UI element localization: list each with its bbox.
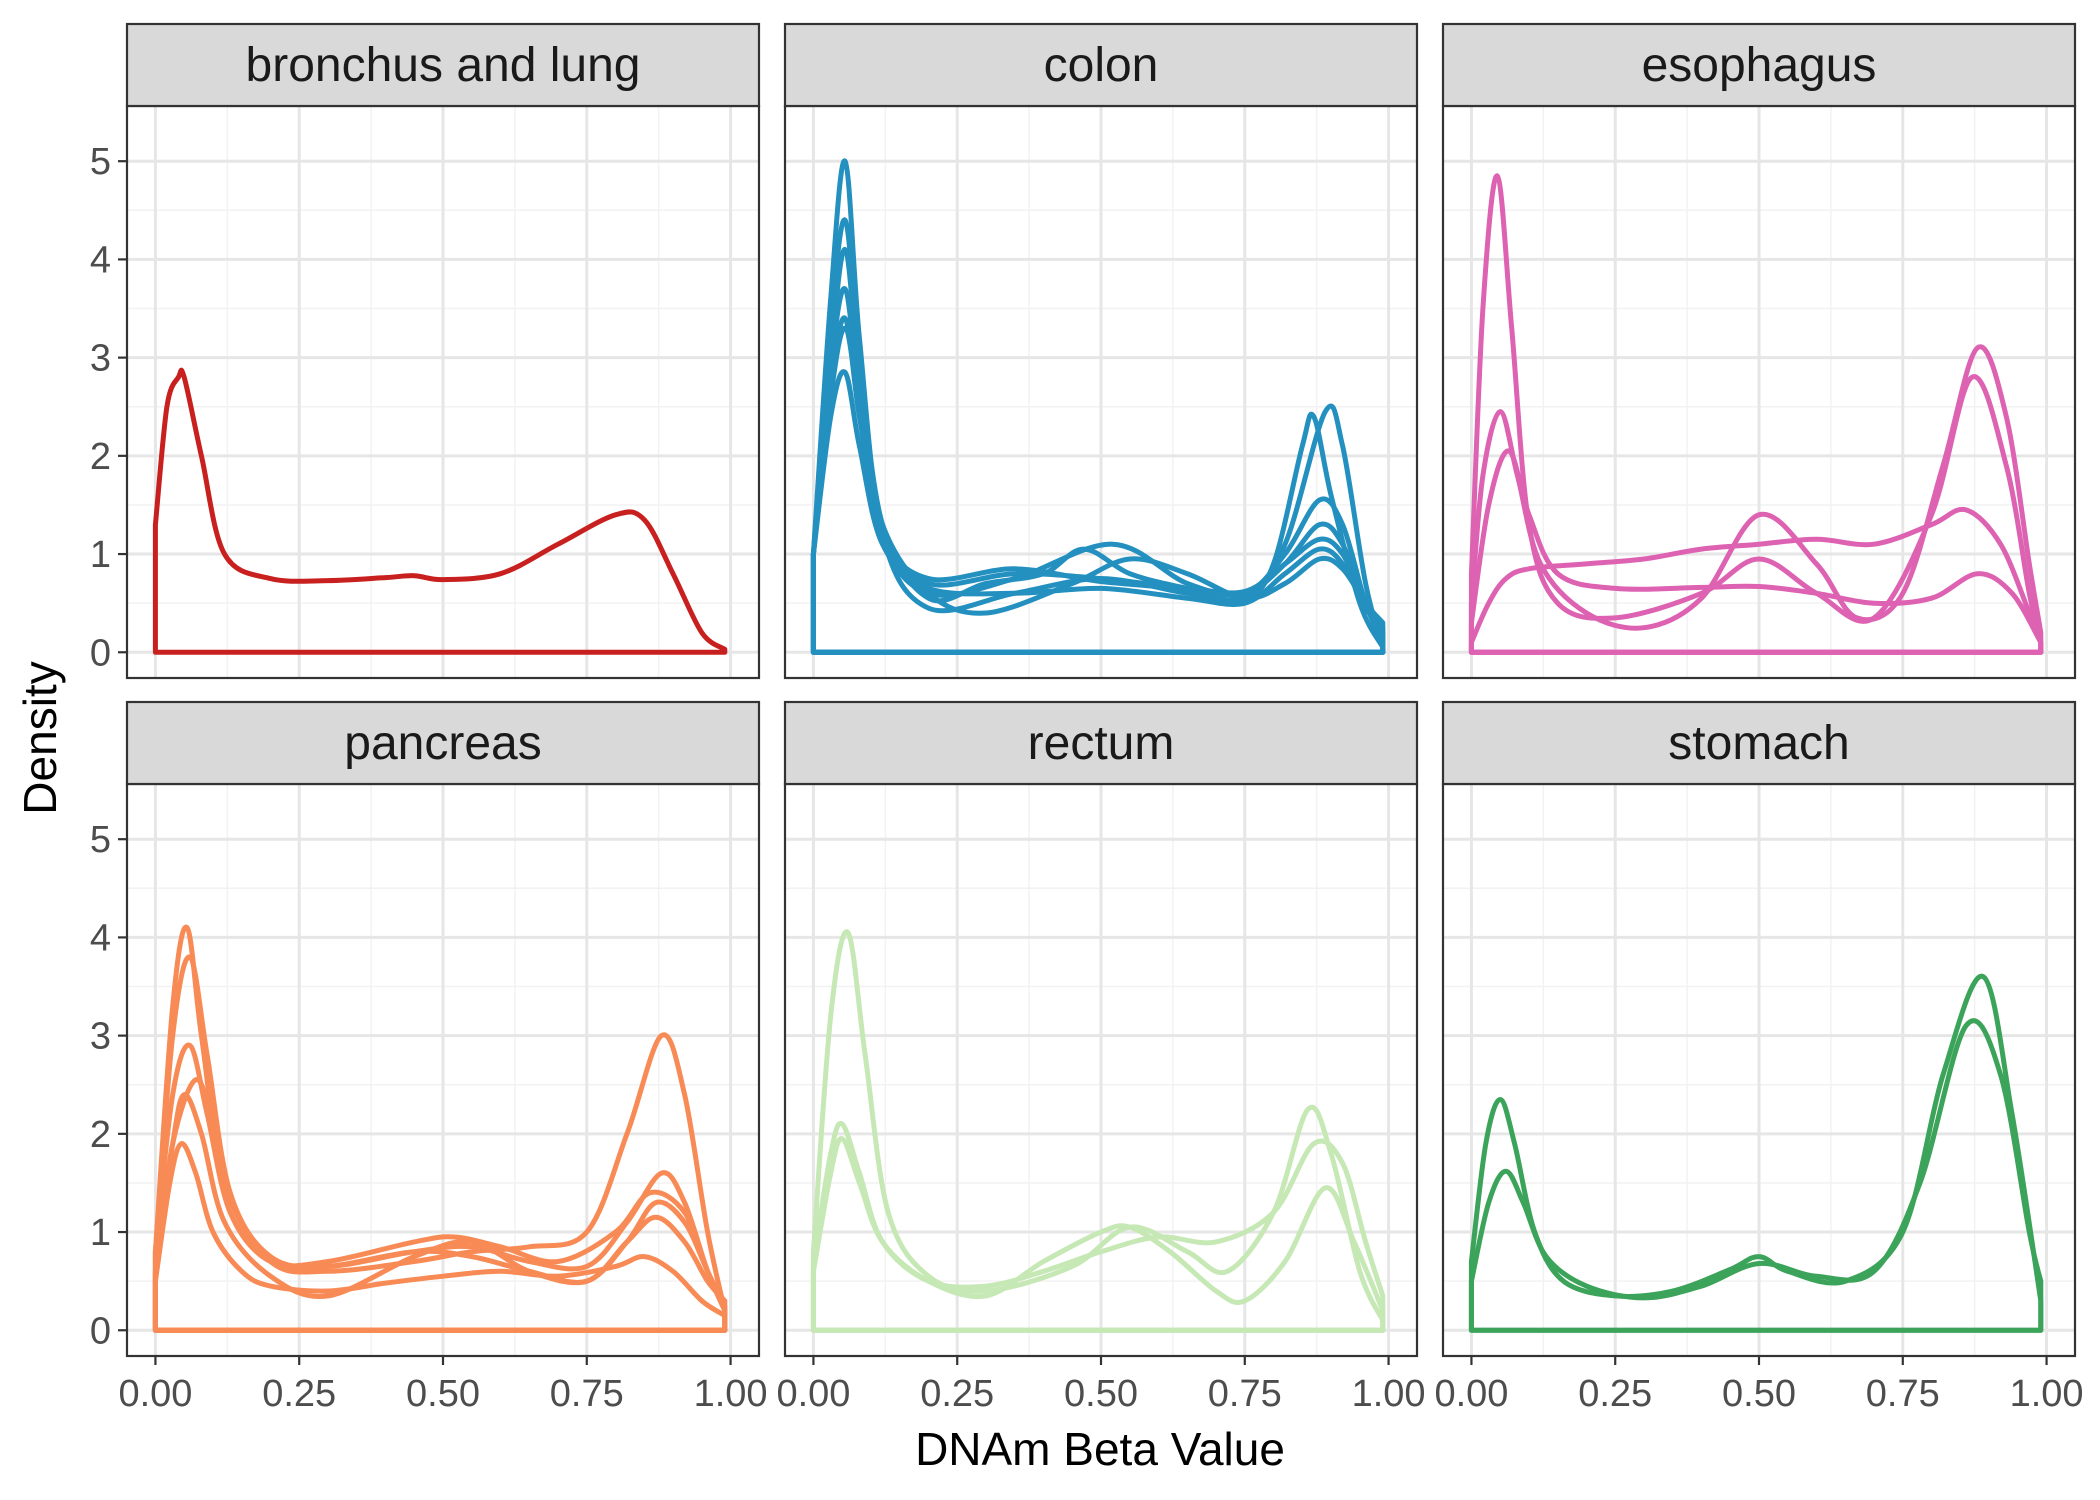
density-curve xyxy=(1468,506,2044,655)
density-curves xyxy=(152,924,728,1333)
density-curve xyxy=(810,1136,1386,1333)
y-tick-label: 5 xyxy=(90,141,111,183)
x-tick-label: 0.25 xyxy=(1578,1373,1652,1415)
facet-panel: pancreas 0 1 2 3 4 5 0.00 0.25 0.50 0.75 1.00 xyxy=(90,700,768,1415)
x-tick-label: 0.25 xyxy=(262,1373,336,1415)
density-curves xyxy=(810,929,1386,1333)
y-tick-label: 2 xyxy=(90,436,111,478)
density-curve xyxy=(152,367,728,655)
density-curves xyxy=(1468,973,2044,1333)
facet-strip-label: stomach xyxy=(1668,717,1849,770)
density-curve xyxy=(1468,973,2044,1333)
x-tick-label: 0.00 xyxy=(118,1373,192,1415)
density-curve xyxy=(152,1141,728,1333)
y-tick-label: 1 xyxy=(90,534,111,576)
density-curves xyxy=(810,158,1386,655)
density-curves xyxy=(1468,173,2044,655)
facet-strip xyxy=(125,22,761,108)
y-axis-title: Density xyxy=(14,661,66,814)
facet-strip-label: esophagus xyxy=(1642,39,1877,92)
density-curve xyxy=(810,247,1386,655)
facet-panel: rectum 0.00 0.25 0.50 0.75 1.00 xyxy=(776,700,1426,1415)
y-tick-label: 3 xyxy=(90,338,111,380)
x-tick-label: 0.75 xyxy=(1866,1373,1940,1415)
density-curve xyxy=(152,1042,728,1333)
facet-strip xyxy=(125,700,761,786)
density-curve xyxy=(810,929,1386,1333)
x-tick-label: 1.00 xyxy=(2010,1373,2084,1415)
facet-strip-label: colon xyxy=(1044,39,1159,92)
density-curves xyxy=(152,367,728,655)
y-tick-label: 3 xyxy=(90,1016,111,1058)
facet-strip-label: bronchus and lung xyxy=(246,39,641,92)
x-tick-label: 0.25 xyxy=(920,1373,994,1415)
facet-panel: esophagus xyxy=(1441,22,2077,680)
y-tick-label: 5 xyxy=(90,819,111,861)
x-tick-label: 0.75 xyxy=(550,1373,624,1415)
density-curve xyxy=(152,924,728,1333)
facet-strip xyxy=(1441,700,2077,786)
y-tick-label: 4 xyxy=(90,239,111,281)
facet-strip-label: pancreas xyxy=(344,717,541,770)
facet-panels: bronchus and lung 0 1 2 3 4 5 colon esophagus pan… xyxy=(90,22,2084,1415)
density-curve xyxy=(810,325,1386,655)
density-curve xyxy=(1468,1018,2044,1333)
facet-strip xyxy=(783,700,1419,786)
density-curve xyxy=(1468,173,2044,655)
density-curve xyxy=(810,315,1386,655)
y-tick-label: 4 xyxy=(90,917,111,959)
y-tick-label: 1 xyxy=(90,1212,111,1254)
facet-panel: bronchus and lung 0 1 2 3 4 5 xyxy=(90,22,761,680)
density-curve xyxy=(152,1092,728,1333)
density-curve xyxy=(810,369,1386,655)
x-tick-label: 1.00 xyxy=(1352,1373,1426,1415)
x-tick-label: 0.75 xyxy=(1208,1373,1282,1415)
y-tick-label: 2 xyxy=(90,1114,111,1156)
x-tick-label: 0.00 xyxy=(776,1373,850,1415)
density-curve xyxy=(1468,448,2044,655)
y-tick-label: 0 xyxy=(90,632,111,674)
density-curve xyxy=(810,1120,1386,1333)
facet-panel: stomach 0.00 0.25 0.50 0.75 1.00 xyxy=(1434,700,2084,1415)
x-tick-label: 0.00 xyxy=(1434,1373,1508,1415)
facet-panel: colon xyxy=(783,22,1419,680)
x-tick-label: 0.50 xyxy=(1064,1373,1138,1415)
facet-strip-label: rectum xyxy=(1028,717,1175,770)
x-axis-title: DNAm Beta Value xyxy=(915,1423,1285,1475)
x-tick-label: 0.50 xyxy=(406,1373,480,1415)
y-tick-label: 0 xyxy=(90,1310,111,1352)
x-tick-label: 1.00 xyxy=(694,1373,768,1415)
facet-strip xyxy=(783,22,1419,108)
facet-strip xyxy=(1441,22,2077,108)
x-tick-label: 0.50 xyxy=(1722,1373,1796,1415)
